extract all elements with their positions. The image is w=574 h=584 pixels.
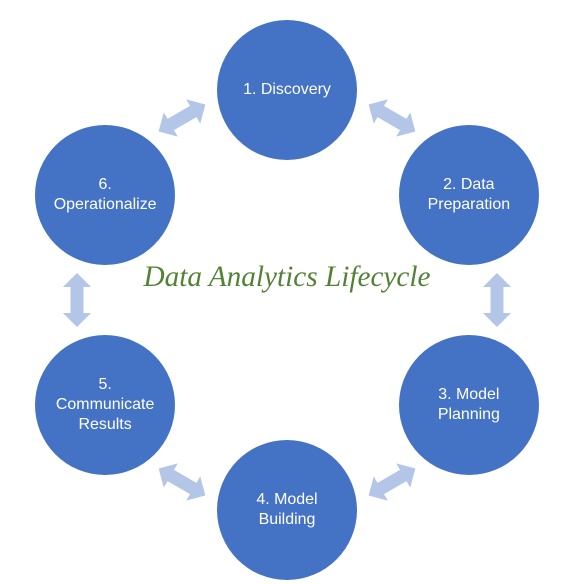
node-label-line: Planning (438, 405, 500, 425)
node-label-line: 4. Model (256, 490, 317, 510)
double-arrow-icon (57, 273, 97, 327)
node-label-line: Results (56, 415, 154, 435)
node-label-line: 6. (54, 175, 157, 195)
node-n5: 5.CommunicateResults (35, 335, 175, 475)
double-arrow-icon (359, 87, 426, 149)
node-n2: 2. DataPreparation (399, 125, 539, 265)
node-label-line: 3. Model (438, 385, 500, 405)
double-arrow-icon (149, 451, 216, 513)
node-label-line: Preparation (428, 195, 510, 215)
node-n3: 3. ModelPlanning (399, 335, 539, 475)
double-arrow-icon (359, 451, 426, 513)
double-arrow-icon (477, 273, 517, 327)
node-label-line: Operationalize (54, 195, 157, 215)
node-n4: 4. ModelBuilding (217, 440, 357, 580)
node-label-line: Building (256, 510, 317, 530)
node-label-line: Communicate (56, 395, 154, 415)
node-n6: 6.Operationalize (35, 125, 175, 265)
node-label-line: 5. (56, 375, 154, 395)
node-label-line: 1. Discovery (243, 80, 331, 100)
center-title-line1: Data Analytics (143, 261, 317, 293)
node-label-line: 2. Data (428, 175, 510, 195)
double-arrow-icon (149, 87, 216, 149)
lifecycle-diagram: Data Analytics Lifecycle 1. Discovery 2. … (0, 0, 574, 584)
center-title-line2: Lifecycle (325, 261, 431, 293)
node-n1: 1. Discovery (217, 20, 357, 160)
